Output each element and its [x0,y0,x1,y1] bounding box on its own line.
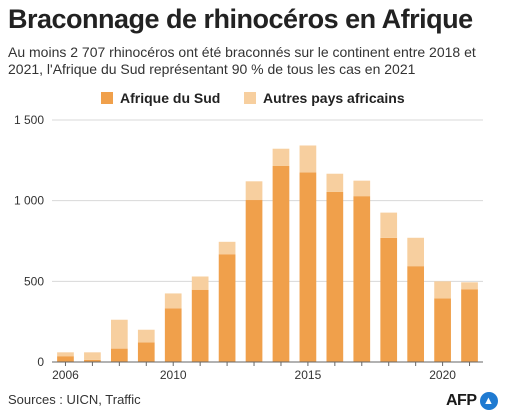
bar-2015-afrique-du-sud [299,172,317,362]
bar-2018-afrique-du-sud [380,237,398,362]
bar-2011-afrique-du-sud [191,289,209,362]
y-tick-label: 1 000 [14,194,44,208]
bars [57,145,478,362]
bar-2008-autres-pays [110,319,128,349]
bar-2016-afrique-du-sud [326,191,344,362]
bar-2021-autres-pays [461,282,478,290]
bar-2019-afrique-du-sud [407,266,425,362]
x-tick-label: 2010 [160,368,187,382]
legend-swatch-autres-pays [244,92,256,104]
bar-2021-afrique-du-sud [461,289,478,362]
legend-swatch-afrique-du-sud [101,92,113,104]
y-tick-label: 0 [37,355,44,369]
legend-item-autres-pays: Autres pays africains [244,90,405,106]
chart-title: Braconnage de rhinocéros en Afrique [8,4,473,34]
afp-logo-text: AFP [446,392,477,409]
source-note: Sources : UICN, Traffic [8,392,141,407]
bar-2007-autres-pays [84,352,101,360]
bar-2014-afrique-du-sud [272,165,290,362]
bar-2020-afrique-du-sud [434,298,451,362]
bar-2017-afrique-du-sud [353,196,371,362]
bar-2012-afrique-du-sud [218,254,236,362]
bar-2020-autres-pays [434,281,451,299]
bar-2009-autres-pays [137,329,155,343]
bar-2013-afrique-du-sud [245,200,263,362]
legend-label-afrique-du-sud: Afrique du Sud [120,90,221,106]
bar-2013-autres-pays [245,181,263,201]
x-tick-label: 2020 [429,368,456,382]
afp-logo-icon: ▲ [479,392,498,410]
bar-2019-autres-pays [407,237,425,267]
bar-2007-afrique-du-sud [84,359,101,362]
bar-2016-autres-pays [326,173,344,192]
bar-2012-autres-pays [218,241,236,255]
bar-2010-afrique-du-sud [164,308,182,362]
bar-2010-autres-pays [164,293,182,309]
bar-2006-autres-pays [57,352,74,357]
y-tick-label: 1 500 [14,113,44,127]
bar-2018-autres-pays [380,212,398,238]
bar-2011-autres-pays [191,276,209,290]
y-tick-label: 500 [24,274,44,288]
legend-label-autres-pays: Autres pays africains [263,90,405,106]
legend: Afrique du Sud Autres pays africains [0,90,512,112]
afp-logo: AFP ▲ [446,390,498,412]
bar-2014-autres-pays [272,148,290,166]
bar-2009-afrique-du-sud [137,342,155,362]
x-tick-label: 2006 [52,368,79,382]
x-tick-label: 2015 [295,368,322,382]
chart-subtitle: Au moins 2 707 rhinocéros ont été bracon… [8,44,476,77]
axes: 0 500 1 000 1 500 2006 2010 2015 2020 [14,113,483,382]
bar-2015-autres-pays [299,145,317,173]
legend-item-afrique-du-sud: Afrique du Sud [101,90,220,106]
bar-2008-afrique-du-sud [110,348,128,362]
bar-2006-afrique-du-sud [57,356,74,362]
bar-2017-autres-pays [353,180,371,197]
